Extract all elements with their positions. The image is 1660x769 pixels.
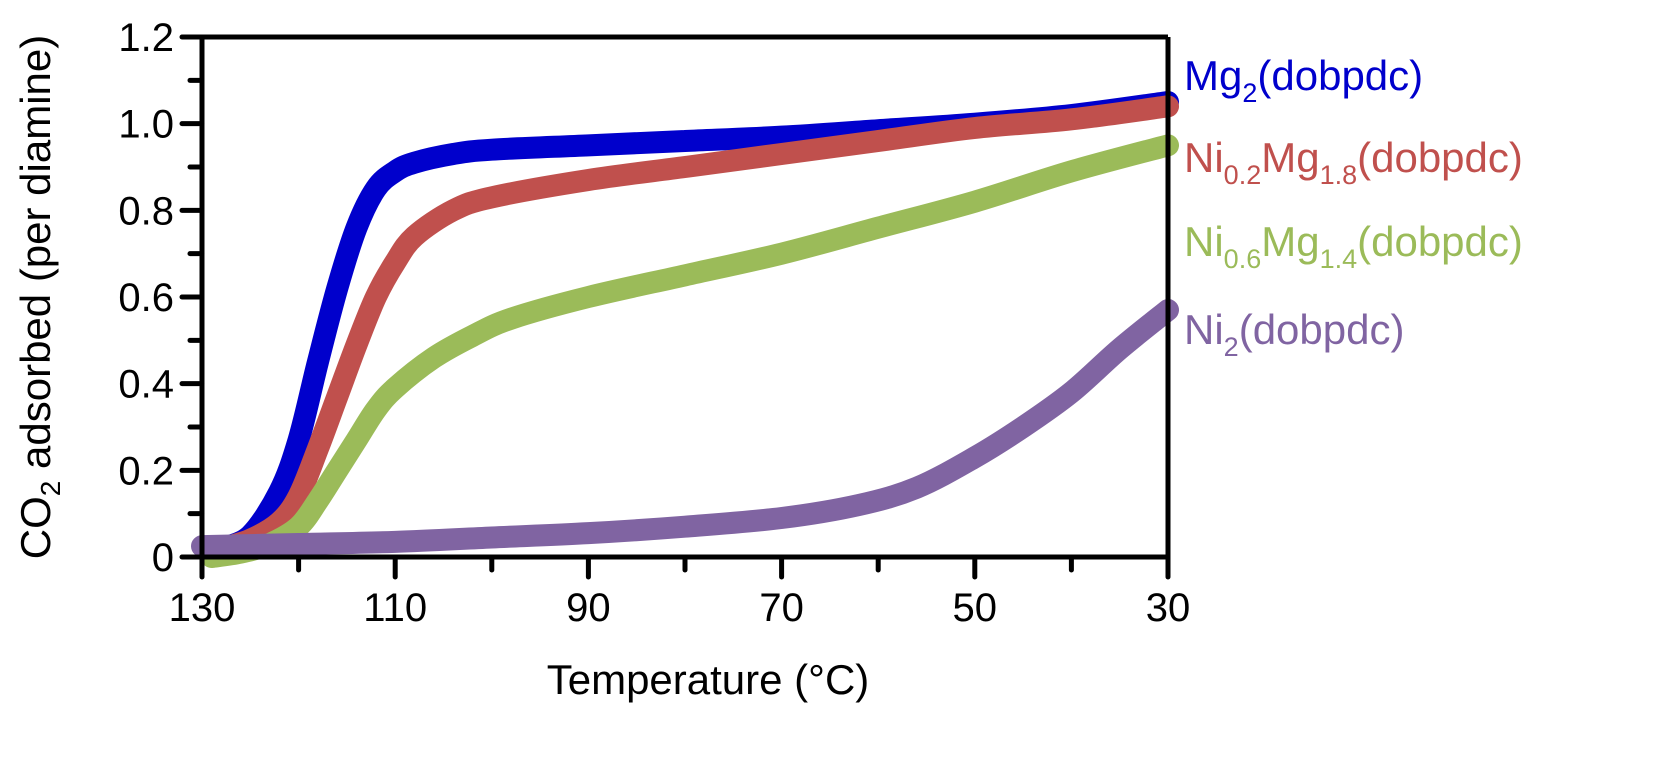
- legend-label-text: Ni: [1184, 134, 1224, 181]
- x-tick-label: 90: [566, 586, 611, 630]
- legend-label: Ni2(dobpdc): [1184, 306, 1404, 362]
- x-tick-label: 110: [363, 586, 427, 630]
- legend-label-text: Mg: [1261, 218, 1319, 265]
- legend-label-subscript: 0.2: [1224, 160, 1262, 190]
- legend-label-text: Mg: [1184, 52, 1242, 99]
- y-axis-title-main: CO: [12, 496, 59, 559]
- y-tick-label: 0.6: [118, 276, 174, 320]
- y-axis-title-rest: adsorbed (per diamine): [12, 35, 59, 481]
- tick-labels: 0 0.2 0.4 0.6 0.8 1.0 1.2 130 110 90 70 50 30: [118, 16, 1190, 630]
- x-tick-label: 130: [169, 586, 236, 630]
- legend-label: Ni0.6Mg1.4(dobpdc): [1184, 218, 1523, 274]
- legend-label-text: Ni: [1184, 218, 1224, 265]
- y-axis-title: CO2 adsorbed (per diamine): [12, 35, 66, 559]
- y-axis-title-sub: 2: [35, 481, 66, 497]
- y-tick-label: 1.2: [118, 16, 174, 60]
- series-line-ni0-6mg1-4-dobpdc: [200, 134, 1179, 568]
- y-tick-label: 1.0: [118, 103, 174, 147]
- series-line-ni2-dobpdc: [191, 299, 1179, 558]
- series-layer: [191, 91, 1179, 568]
- x-tick-label: 30: [1146, 586, 1191, 630]
- legend-label-text: (dobpdc): [1257, 52, 1423, 99]
- legend-label-subscript: 1.8: [1320, 160, 1358, 190]
- y-tick-label: 0.2: [118, 449, 174, 493]
- legend-label: Ni0.2Mg1.8(dobpdc): [1184, 134, 1523, 190]
- x-axis-title: Temperature (°C): [547, 656, 870, 703]
- legend-label-text: Mg: [1261, 134, 1319, 181]
- legend: Mg2(dobpdc)Ni0.2Mg1.8(dobpdc)Ni0.6Mg1.4(…: [1184, 52, 1523, 362]
- legend-label-subscript: 2: [1242, 78, 1257, 108]
- y-tick-label: 0.4: [118, 363, 174, 407]
- legend-label-text: Ni: [1184, 306, 1224, 353]
- legend-label-text: (dobpdc): [1357, 218, 1523, 265]
- legend-label-subscript: 2: [1224, 332, 1239, 362]
- y-tick-label: 0.8: [118, 189, 174, 233]
- x-tick-label: 50: [953, 586, 998, 630]
- legend-label-subscript: 0.6: [1224, 244, 1262, 274]
- y-tick-label: 0: [152, 536, 174, 580]
- axis-ticks: [179, 34, 1171, 580]
- legend-label-text: (dobpdc): [1239, 306, 1405, 353]
- series-line-ni0-2mg1-8-dobpdc: [210, 95, 1179, 560]
- legend-label-subscript: 1.4: [1320, 244, 1358, 274]
- legend-label: Mg2(dobpdc): [1184, 52, 1423, 108]
- x-tick-label: 70: [759, 586, 804, 630]
- legend-label-text: (dobpdc): [1357, 134, 1523, 181]
